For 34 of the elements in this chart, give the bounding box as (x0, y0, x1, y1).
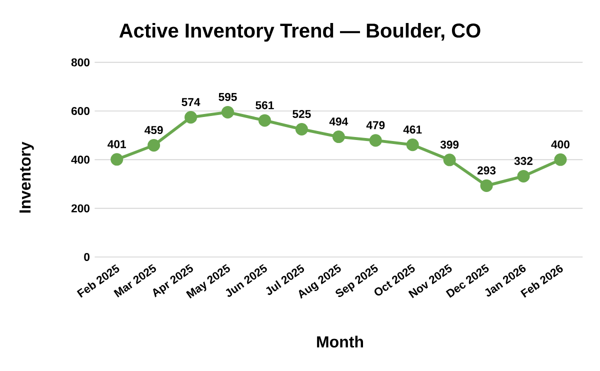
data-label: 401 (108, 140, 126, 148)
point (406, 138, 419, 152)
point (517, 170, 530, 182)
y-tick-label: 0 (84, 252, 90, 261)
data-label: 461 (403, 126, 422, 134)
point (295, 122, 308, 136)
data-label: 293 (477, 166, 496, 174)
data-label: 459 (144, 126, 163, 134)
point (221, 106, 234, 118)
data-label: 399 (440, 140, 459, 149)
y-tick-label: 400 (71, 156, 90, 164)
data-label: 494 (329, 118, 348, 126)
point (332, 130, 345, 144)
data-label: 595 (218, 92, 237, 101)
data-label: 332 (514, 156, 533, 165)
chart-title: Active Inventory Trend — Boulder, CO (119, 23, 480, 42)
point (110, 153, 124, 166)
y-tick-label: 800 (71, 58, 90, 66)
y-tick-label: 600 (71, 106, 90, 116)
data-label: 400 (551, 140, 570, 148)
point (369, 134, 382, 147)
point (554, 153, 567, 166)
data-label: 561 (256, 101, 274, 110)
data-label: 525 (292, 110, 311, 118)
point (443, 154, 456, 166)
point (184, 111, 198, 124)
point (258, 114, 271, 127)
point (148, 139, 160, 152)
point (480, 179, 493, 192)
y-axis-title: Inventory (20, 142, 34, 213)
y-tick-label: 200 (71, 204, 90, 212)
x-axis-title: Month (317, 336, 364, 348)
data-label: 574 (182, 98, 200, 106)
data-label: 479 (366, 121, 385, 130)
